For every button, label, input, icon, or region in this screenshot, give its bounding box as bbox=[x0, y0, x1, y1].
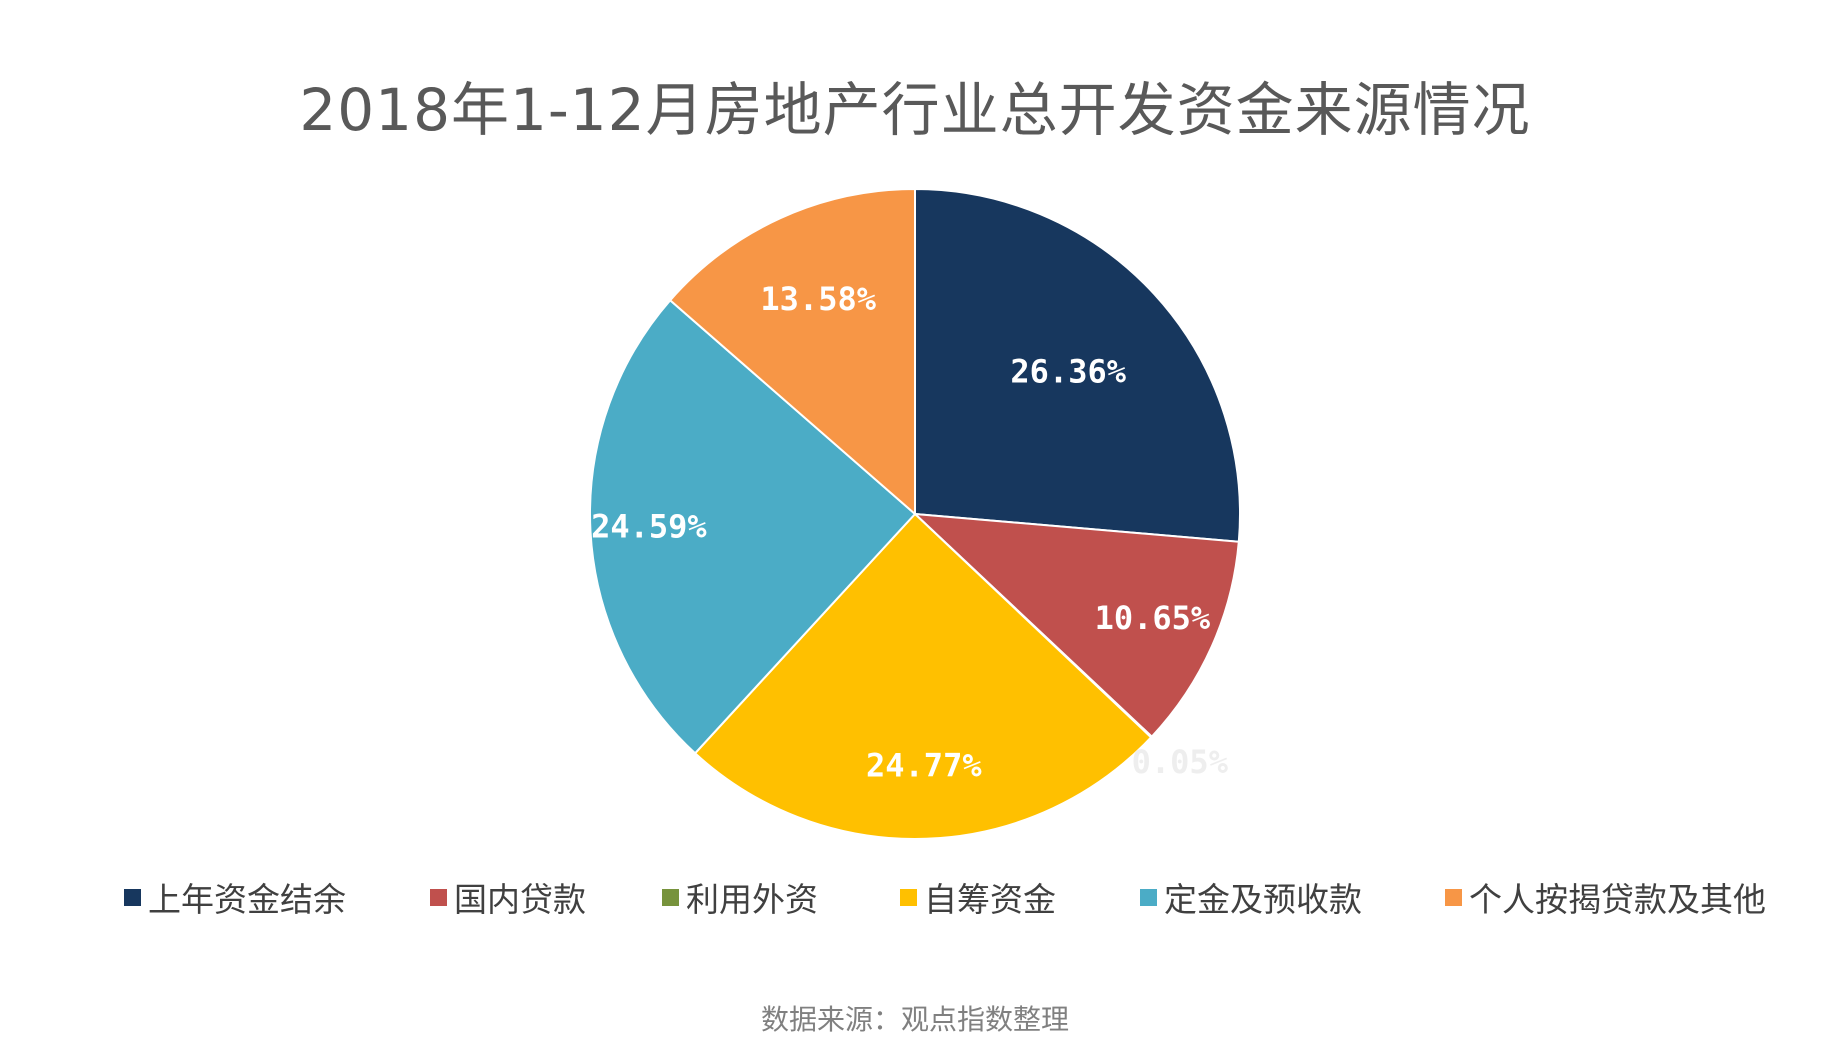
data-label-foreign-capital: 0.05% bbox=[1132, 743, 1229, 781]
legend-item-domestic-loans: 国内贷款 bbox=[430, 872, 586, 922]
pie-slice-mortgage-other bbox=[668, 187, 916, 517]
legend-item-self-raised: 自筹资金 bbox=[900, 872, 1056, 922]
legend-label: 定金及预收款 bbox=[1164, 880, 1362, 919]
legend-swatch bbox=[124, 888, 141, 906]
legend-swatch bbox=[430, 888, 447, 906]
pie-slice-domestic-loans bbox=[912, 512, 1240, 739]
legend-swatch bbox=[1140, 888, 1157, 906]
data-label-self-raised: 24.77% bbox=[866, 746, 982, 784]
legend-label: 国内贷款 bbox=[454, 880, 586, 919]
source-note: 数据来源：观点指数整理 bbox=[760, 1003, 1069, 1036]
chart-legend: 上年资金结余 国内贷款 利用外资 自筹资金 定金及预收款 个人按揭贷款及其他 bbox=[0, 872, 1830, 922]
legend-swatch bbox=[1445, 888, 1462, 906]
legend-item-mortgage-other: 个人按揭贷款及其他 bbox=[1445, 872, 1766, 922]
legend-label: 利用外资 bbox=[686, 880, 818, 919]
data-label-mortgage-other: 13.58% bbox=[760, 280, 876, 318]
chart-title: 2018年1-12月房地产行业总开发资金来源情况 bbox=[299, 76, 1531, 144]
legend-swatch bbox=[900, 888, 917, 906]
pie-slice-carryover bbox=[914, 187, 1241, 543]
legend-label: 上年资金结余 bbox=[148, 880, 346, 919]
data-label-deposits: 24.59% bbox=[591, 508, 707, 546]
legend-item-deposits: 定金及预收款 bbox=[1140, 872, 1362, 922]
pie-slice-self-raised bbox=[693, 512, 1153, 840]
legend-item-carryover: 上年资金结余 bbox=[124, 872, 346, 922]
data-label-domestic-loans: 10.65% bbox=[1095, 599, 1211, 637]
legend-swatch bbox=[662, 888, 679, 906]
legend-label: 个人按揭贷款及其他 bbox=[1469, 880, 1766, 919]
legend-item-foreign-capital: 利用外资 bbox=[662, 872, 818, 922]
data-label-carryover: 26.36% bbox=[1010, 352, 1126, 390]
legend-label: 自筹资金 bbox=[924, 880, 1056, 919]
pie-slice-deposits bbox=[589, 298, 917, 755]
